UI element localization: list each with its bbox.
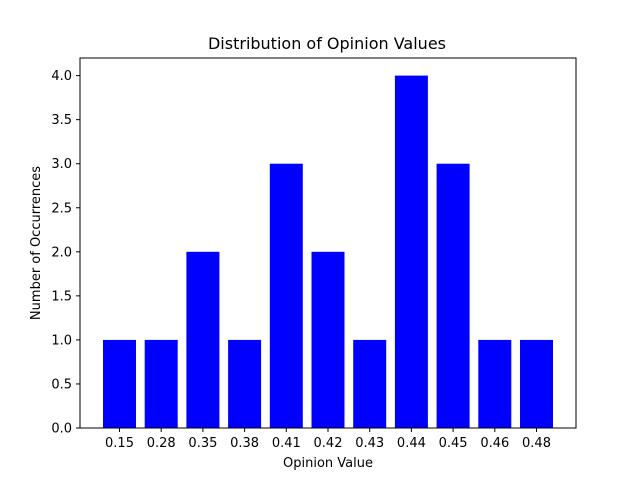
- bar: [436, 163, 470, 428]
- chart-title: Distribution of Opinion Values: [208, 34, 446, 53]
- bar: [103, 339, 136, 428]
- x-tick-label: 0.41: [272, 436, 301, 451]
- bar: [520, 339, 553, 428]
- y-tick-label: 2.0: [51, 245, 72, 260]
- y-tick-label: 4.0: [51, 69, 72, 84]
- y-tick-label: 1.0: [51, 333, 72, 348]
- bars-group: [103, 75, 553, 428]
- bar: [478, 339, 512, 428]
- y-tick-label: 3.0: [51, 157, 72, 172]
- y-axis-label: Number of Occurrences: [29, 166, 44, 320]
- x-tick-label: 0.28: [147, 436, 176, 451]
- x-tick-label: 0.15: [105, 436, 134, 451]
- x-tick-label: 0.35: [188, 436, 217, 451]
- bar: [394, 75, 428, 428]
- x-tick-label: 0.42: [314, 436, 343, 451]
- bar: [353, 339, 387, 428]
- x-tick-label: 0.45: [439, 436, 468, 451]
- bar: [144, 339, 178, 428]
- y-tick-label: 2.5: [51, 201, 72, 216]
- bar: [228, 339, 262, 428]
- y-tick-label: 3.5: [51, 113, 72, 128]
- x-tick-label: 0.46: [480, 436, 509, 451]
- bar: [269, 163, 303, 428]
- x-axis-label: Opinion Value: [283, 456, 373, 471]
- bar: [186, 251, 220, 428]
- y-tick-label: 0.5: [51, 377, 72, 392]
- x-tick-label: 0.43: [355, 436, 384, 451]
- x-tick-label: 0.38: [230, 436, 259, 451]
- x-tick-label: 0.48: [522, 436, 551, 451]
- x-axis: 0.15 0.28 0.35 0.38 0.41 0.42 0.43 0.44 0.45 0.46…: [105, 428, 551, 451]
- y-axis: 0.0 0.5 1.0 1.5 2.0 2.5 3.0 3.5 4.0: [51, 69, 80, 437]
- bar: [311, 251, 345, 428]
- y-tick-label: 0.0: [51, 422, 72, 437]
- y-tick-label: 1.5: [51, 289, 72, 304]
- x-tick-label: 0.44: [397, 436, 426, 451]
